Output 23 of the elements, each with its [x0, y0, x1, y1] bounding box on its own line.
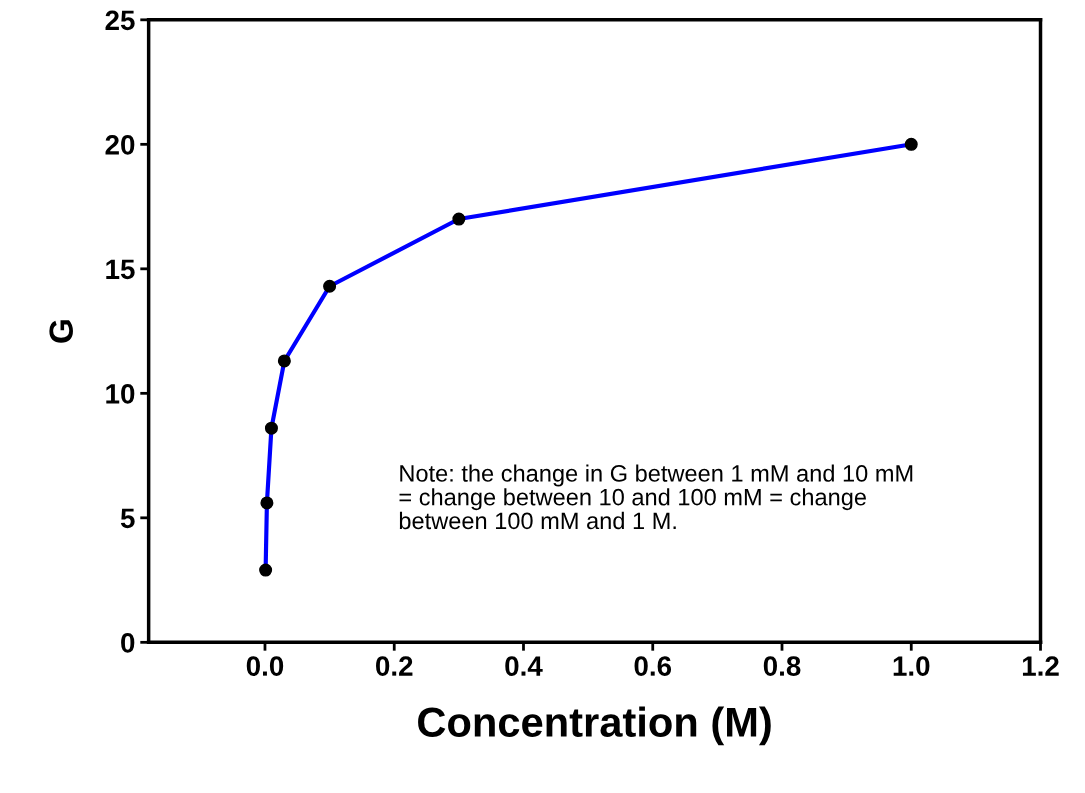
y-tick-label: 25 [105, 10, 135, 31]
point [264, 421, 278, 435]
x-axis-title: Concentration (M) [418, 706, 771, 746]
y-tick-label: 20 [105, 134, 135, 155]
y-tick-label: 15 [106, 259, 135, 280]
point [323, 279, 337, 293]
x-tick-label: 0.6 [634, 656, 672, 676]
y-axis-title: G [49, 320, 73, 343]
x-tick-label: 0.0 [246, 656, 284, 676]
point [277, 354, 291, 368]
point [904, 137, 918, 151]
point [259, 563, 273, 577]
x-tick-label: 0.2 [376, 656, 413, 676]
point [260, 496, 274, 510]
x-tick-label: 0.8 [763, 656, 801, 676]
point [452, 212, 466, 226]
x-tick-label: 0.4 [505, 656, 543, 676]
annotation: Note: the change in G between 1 mM and 10 mM = change between 10 and 100 mM = change between 100 mM and 1 M. [399, 464, 913, 530]
x-tick-label: 1.2 [1022, 656, 1059, 676]
x-tick-label: 1.0 [893, 656, 930, 676]
y-tick-label: 5 [120, 508, 135, 529]
y-tick-label: 0 [121, 633, 135, 653]
y-tick-label: 10 [106, 384, 135, 404]
